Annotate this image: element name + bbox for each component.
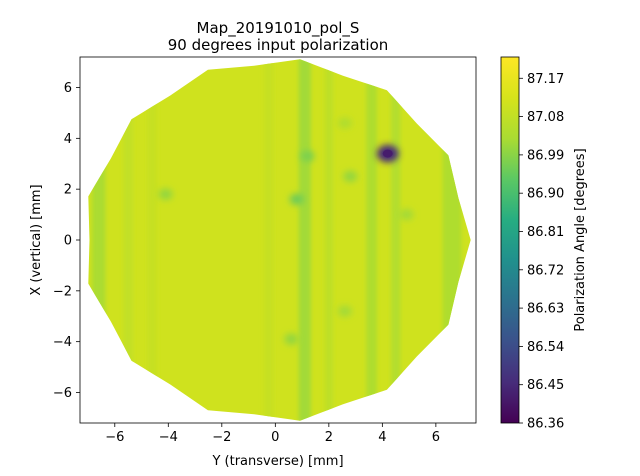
stripe-3 — [263, 59, 274, 421]
colorbar: 86.36 86.45 86.54 86.63 86.72 86.81 86.90 86.99… — [500, 56, 588, 432]
stripe-1 — [123, 59, 133, 421]
spot-6 — [337, 305, 352, 317]
stripe-5 — [324, 59, 333, 421]
x-axis-label: Y (transverse) [mm] — [211, 454, 343, 469]
stripe-7 — [391, 59, 401, 421]
y-tick-label: −6 — [53, 386, 72, 401]
spot-4 — [158, 188, 173, 200]
x-tick-label: −2 — [212, 430, 231, 445]
colorbar-label: Polarization Angle [degrees] — [573, 148, 588, 331]
colorbar-tick-label: 87.08 — [527, 110, 564, 125]
colorbar-tick-label: 87.17 — [527, 72, 564, 87]
spot-3 — [343, 170, 358, 183]
colorbar-tick-label: 86.54 — [527, 340, 564, 355]
colorbar-tick-label: 86.90 — [527, 187, 564, 202]
stripe-6 — [366, 59, 377, 421]
colorbar-tick-label: 86.81 — [527, 225, 564, 240]
spot-2 — [300, 150, 315, 162]
y-tick-label: 6 — [64, 81, 72, 96]
x-tick-label: −4 — [159, 430, 178, 445]
spot-7 — [337, 117, 352, 129]
y-tick-label: 2 — [64, 183, 72, 198]
stripe-0 — [92, 59, 106, 421]
spot-1 — [289, 193, 304, 205]
x-tick-label: 0 — [271, 430, 279, 445]
colorbar-tick-label: 86.63 — [527, 302, 564, 317]
spot-5 — [284, 333, 299, 345]
y-tick-label: −2 — [53, 284, 72, 299]
colorbar-gradient — [500, 56, 520, 424]
y-axis: −6 −4 −2 0 2 4 6 — [53, 81, 80, 401]
spot-9 — [399, 208, 414, 221]
y-axis-label: X (vertical) [mm] — [29, 184, 44, 295]
stripe-2 — [147, 59, 157, 421]
plot-area — [88, 59, 471, 421]
defect-core — [382, 149, 393, 158]
stripe-4 — [298, 59, 311, 421]
colorbar-tick-label: 86.72 — [527, 263, 564, 278]
colorbar-tick-label: 86.45 — [527, 378, 564, 393]
x-tick-label: 4 — [378, 430, 386, 445]
stripe-8 — [442, 59, 462, 421]
spot-8 — [428, 122, 443, 134]
colorbar-tick-label: 86.36 — [527, 417, 564, 432]
colorbar-tick-label: 86.99 — [527, 148, 564, 163]
chart-title: Map_20191010_pol_S — [197, 19, 360, 38]
x-axis: −6 −4 −2 0 2 4 6 — [105, 423, 440, 445]
y-tick-label: 4 — [64, 132, 72, 147]
x-tick-label: 6 — [432, 430, 440, 445]
x-tick-label: −6 — [105, 430, 124, 445]
y-tick-label: 0 — [64, 234, 72, 249]
map-base — [88, 59, 471, 421]
colorbar-ticks: 86.36 86.45 86.54 86.63 86.72 86.81 86.90 86.99… — [519, 72, 564, 432]
polarization-map — [88, 59, 471, 421]
chart-subtitle: 90 degrees input polarization — [168, 36, 389, 54]
y-tick-label: −4 — [53, 335, 72, 350]
x-tick-label: 2 — [325, 430, 333, 445]
